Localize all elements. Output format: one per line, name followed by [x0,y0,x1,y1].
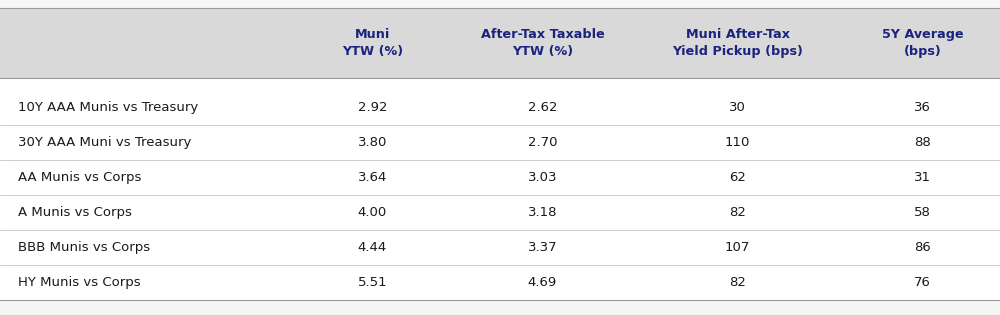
Text: 4.00: 4.00 [358,206,387,219]
Text: 110: 110 [725,136,750,149]
Text: Muni After-Tax
Yield Pickup (bps): Muni After-Tax Yield Pickup (bps) [672,28,803,58]
Text: 3.03: 3.03 [528,171,557,184]
Text: 88: 88 [914,136,931,149]
Text: 58: 58 [914,206,931,219]
Text: 10Y AAA Munis vs Treasury: 10Y AAA Munis vs Treasury [18,101,198,114]
Text: 82: 82 [729,276,746,289]
Text: 2.92: 2.92 [358,101,387,114]
Text: 5Y Average
(bps): 5Y Average (bps) [882,28,963,58]
Text: 2.62: 2.62 [528,101,557,114]
Text: 107: 107 [725,241,750,254]
Text: 3.80: 3.80 [358,136,387,149]
Text: 4.44: 4.44 [358,241,387,254]
Text: BBB Munis vs Corps: BBB Munis vs Corps [18,241,150,254]
Text: 4.69: 4.69 [528,276,557,289]
Text: 31: 31 [914,171,931,184]
Text: A Munis vs Corps: A Munis vs Corps [18,206,132,219]
Bar [0,8,1000,78]
Text: 2.70: 2.70 [528,136,557,149]
Text: 62: 62 [729,171,746,184]
Text: After-Tax Taxable
YTW (%): After-Tax Taxable YTW (%) [481,28,604,58]
Text: 76: 76 [914,276,931,289]
Text: 3.64: 3.64 [358,171,387,184]
Text: 36: 36 [914,101,931,114]
Text: 5.51: 5.51 [358,276,387,289]
Text: 3.37: 3.37 [528,241,557,254]
Bar [0,78,1000,300]
Text: 30Y AAA Muni vs Treasury: 30Y AAA Muni vs Treasury [18,136,191,149]
Text: HY Munis vs Corps: HY Munis vs Corps [18,276,141,289]
Text: 30: 30 [729,101,746,114]
Text: Muni
YTW (%): Muni YTW (%) [342,28,403,58]
Text: 86: 86 [914,241,931,254]
Text: AA Munis vs Corps: AA Munis vs Corps [18,171,141,184]
Text: 3.18: 3.18 [528,206,557,219]
Text: 82: 82 [729,206,746,219]
